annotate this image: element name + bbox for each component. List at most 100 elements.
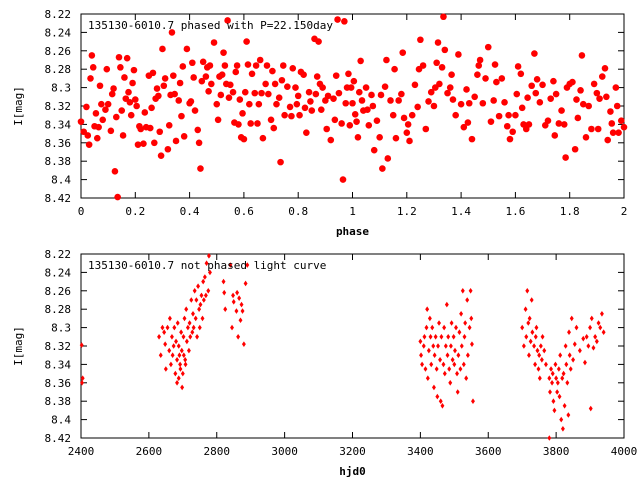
data-point [180, 133, 188, 140]
data-point [537, 352, 542, 358]
data-point [564, 361, 569, 368]
data-point [217, 91, 225, 99]
data-point [620, 123, 628, 131]
data-point [406, 137, 413, 145]
data-point [180, 370, 185, 377]
data-point [403, 129, 411, 136]
y-axis-label: I[mag] [12, 86, 25, 126]
data-point [438, 398, 443, 404]
data-point [513, 90, 521, 98]
data-point [334, 16, 341, 23]
y-tick-label: 8.4 [51, 414, 71, 427]
data-point [270, 124, 278, 132]
y-tick-labels: 8.22 8.24 8.26 8.28 8.3 8.32 8.34 8.36 8.38 8.4 8.… [45, 8, 72, 205]
data-point [202, 73, 210, 80]
data-point [617, 117, 625, 125]
data-point [470, 341, 474, 347]
data-point [528, 82, 535, 90]
data-point [263, 62, 271, 69]
data-point [554, 375, 559, 381]
data-point [615, 129, 622, 136]
data-point [347, 84, 355, 91]
data-point [210, 39, 218, 46]
data-point [110, 85, 117, 92]
data-point [277, 158, 284, 166]
data-point [269, 67, 276, 75]
data-point [349, 99, 356, 107]
y-tick-label: 8.28 [45, 303, 72, 316]
data-point [160, 324, 165, 331]
data-point [133, 102, 140, 110]
data-point [80, 375, 85, 381]
y-tick-labels: 8.22 8.24 8.26 8.28 8.3 8.32 8.34 8.36 8.38 8.4 8.… [45, 248, 72, 445]
data-point [186, 347, 191, 354]
data-point [194, 126, 202, 134]
data-point [518, 104, 526, 112]
y-tick-label: 8.24 [45, 26, 72, 39]
data-point [221, 278, 226, 285]
data-point [555, 120, 563, 127]
data-point [222, 289, 227, 296]
y-tick-label: 8.3 [51, 322, 71, 335]
x-tick-label: 3800 [543, 445, 570, 458]
data-point [427, 88, 435, 96]
data-point [550, 77, 557, 85]
data-point [567, 352, 572, 358]
data-point [201, 297, 206, 303]
data-point [286, 103, 294, 111]
x-tick-label: 0.2 [125, 205, 145, 218]
x-tick-label: 0.4 [180, 205, 200, 218]
data-point [593, 89, 601, 97]
data-point [389, 111, 397, 119]
x-tick-labels: 0 0.2 0.4 0.6 0.8 1 1.2 1.4 1.6 1.8 2 [78, 205, 628, 218]
data-point [604, 136, 612, 144]
data-point [520, 324, 525, 331]
data-point [431, 384, 436, 391]
data-point [589, 315, 594, 322]
data-point [167, 315, 172, 322]
data-point [172, 137, 180, 145]
data-point [107, 127, 115, 135]
data-point [468, 135, 476, 143]
data-point [551, 132, 559, 139]
data-point [173, 370, 178, 377]
data-point [526, 320, 531, 326]
data-point [339, 176, 347, 183]
data-point [255, 100, 263, 108]
data-point [197, 324, 202, 331]
data-point [419, 352, 424, 358]
data-point [593, 334, 598, 340]
data-point [391, 65, 398, 73]
data-point [455, 389, 460, 395]
chart-title: 135130-6010.7 phased with P=22.150day [88, 19, 333, 32]
data-point [448, 380, 453, 386]
data-point [453, 347, 457, 354]
data-point [238, 317, 243, 324]
data-point [417, 36, 424, 44]
data-point [549, 366, 553, 372]
data-point [300, 71, 307, 79]
data-point [208, 80, 215, 88]
data-point [85, 141, 93, 148]
x-tick-label: 1.4 [451, 205, 471, 218]
data-point [319, 84, 326, 91]
data-point [571, 145, 579, 153]
data-point [77, 118, 85, 125]
data-point [178, 112, 185, 120]
data-point [259, 134, 267, 142]
data-point [434, 366, 439, 372]
data-point [455, 51, 462, 58]
data-point [148, 104, 155, 112]
data-point [245, 262, 250, 268]
data-point [197, 165, 204, 172]
data-point [598, 73, 606, 80]
data-point [80, 380, 84, 386]
data-point [452, 111, 459, 119]
data-point [235, 289, 240, 296]
data-point [198, 77, 206, 85]
x-tick-labels: 2400 2600 2800 3000 3200 3400 3600 3800 4000 [68, 445, 638, 458]
data-point [527, 352, 531, 358]
data-point [358, 97, 366, 104]
data-point [582, 133, 590, 141]
data-point [588, 405, 593, 412]
